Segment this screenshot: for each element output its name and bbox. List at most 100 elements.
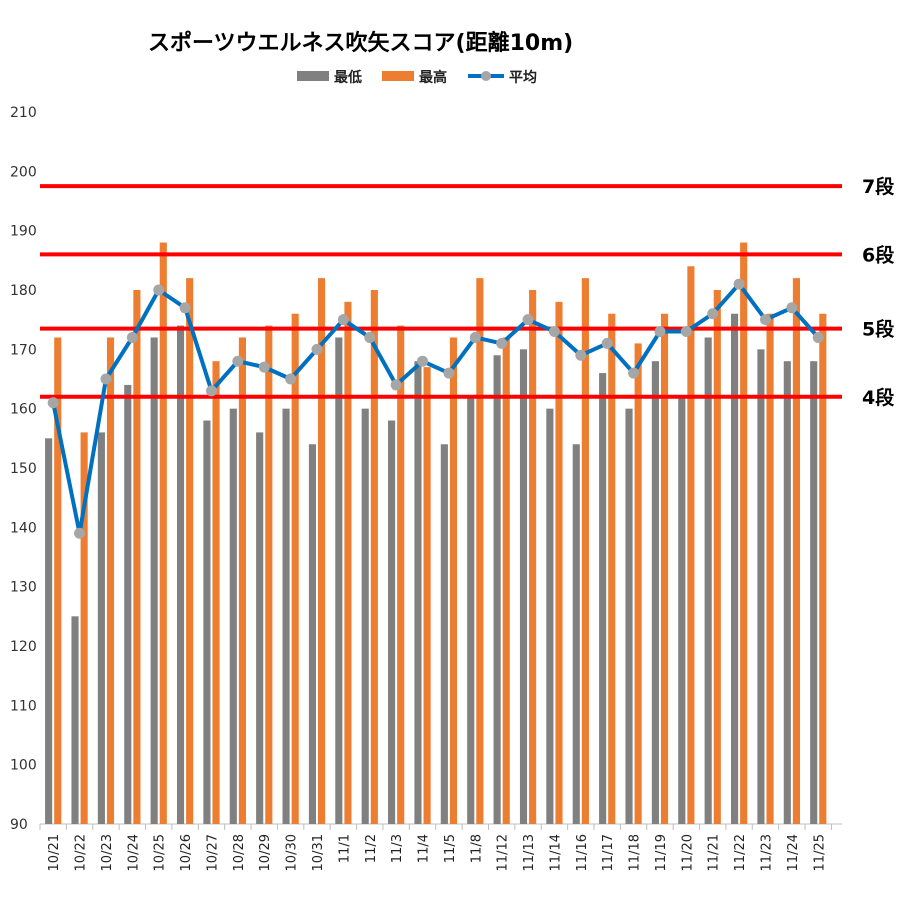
bar-min [599, 373, 607, 824]
bar-min [493, 355, 501, 824]
y-tick-label: 200 [10, 164, 37, 180]
legend-label-avg: 平均 [509, 69, 537, 86]
x-tick-label: 10/31 [311, 834, 326, 871]
bar-min [97, 432, 105, 824]
bar-max [766, 313, 774, 824]
bar-max [344, 301, 352, 824]
bar-max [265, 325, 273, 824]
reference-line-label: 4段 [862, 386, 895, 409]
x-tick-label: 10/27 [205, 834, 220, 871]
y-tick-label: 180 [10, 283, 37, 299]
bar-max [212, 361, 220, 824]
y-tick-label: 170 [10, 342, 37, 358]
bar-max [476, 278, 484, 825]
x-tick-label: 11/3 [390, 834, 405, 863]
bar-max [159, 242, 167, 825]
x-tick-label: 11/12 [496, 834, 511, 871]
avg-point [786, 302, 798, 314]
bar-min [519, 349, 528, 824]
bar-min [783, 361, 791, 824]
avg-point [548, 326, 560, 338]
avg-point [126, 331, 138, 343]
bar-max [291, 313, 299, 824]
x-tick-label: 10/26 [179, 834, 194, 871]
bar-max [397, 325, 405, 824]
avg-point [100, 373, 112, 385]
bar-min [546, 408, 554, 824]
bar-max [608, 313, 616, 824]
bar-min [388, 420, 396, 824]
bar-max [660, 313, 669, 824]
bar-min [440, 444, 448, 824]
bar-min [71, 616, 79, 824]
x-tick-label: 11/23 [759, 834, 774, 871]
avg-point [654, 326, 666, 338]
bar-min [45, 438, 53, 824]
bar-max [423, 367, 431, 824]
x-tick-label: 11/13 [522, 834, 537, 871]
bar-min [229, 408, 237, 824]
avg-point [733, 278, 745, 290]
avg-point [443, 367, 455, 379]
x-tick-label: 11/4 [417, 834, 432, 863]
avg-point [759, 314, 771, 326]
avg-point [364, 331, 376, 343]
x-tick-label: 11/18 [628, 834, 643, 871]
avg-point [47, 397, 59, 409]
bar-max [555, 301, 563, 824]
bar-max [80, 432, 88, 824]
y-tick-label: 210 [10, 105, 37, 121]
x-tick-label: 10/21 [47, 834, 62, 871]
bar-min [572, 444, 580, 824]
avg-point [74, 527, 86, 539]
bar-min [150, 337, 158, 824]
bar-max [581, 278, 589, 825]
bar-min [704, 337, 712, 824]
bar-min [810, 361, 818, 824]
x-tick-label: 11/5 [443, 834, 458, 863]
avg-point [601, 337, 613, 349]
bar-min [361, 408, 369, 824]
x-tick-label: 11/2 [364, 834, 379, 863]
avg-point [285, 373, 297, 385]
bar-max [133, 290, 141, 824]
y-tick-label: 160 [10, 402, 37, 418]
bar-min [757, 349, 765, 824]
x-tick-label: 11/19 [654, 834, 669, 871]
bar-max [502, 337, 510, 824]
bar-max [54, 337, 62, 824]
y-tick-label: 150 [10, 461, 37, 477]
avg-point [311, 343, 323, 355]
avg-point [153, 284, 165, 296]
reference-line-label: 5段 [862, 318, 895, 341]
reference-line-label: 7段 [862, 175, 895, 198]
y-tick-label: 130 [10, 580, 37, 596]
legend-swatch-max [382, 71, 414, 81]
avg-point [628, 367, 640, 379]
bar-max [740, 242, 748, 825]
avg-point [232, 355, 244, 367]
legend-swatch-avg-marker [481, 71, 491, 81]
y-tick-label: 190 [10, 224, 37, 240]
x-tick-label: 11/22 [733, 834, 748, 871]
x-tick-label: 11/1 [337, 834, 352, 863]
avg-point [680, 326, 692, 338]
avg-point [469, 331, 481, 343]
avg-line [51, 282, 820, 536]
legend-label-min: 最低 [334, 69, 362, 86]
bar-min [176, 325, 185, 824]
x-tick-label: 10/30 [285, 834, 300, 871]
bar-max [819, 313, 827, 824]
bar-max [106, 337, 115, 824]
bar-max [634, 343, 642, 824]
x-tick-label: 10/25 [153, 834, 168, 871]
legend-label-max: 最高 [419, 69, 447, 86]
bar-min [730, 313, 739, 824]
bar-min [256, 432, 264, 824]
bar-max [687, 266, 695, 824]
bar-max [449, 337, 458, 824]
bar-max [529, 290, 537, 824]
avg-point [337, 314, 349, 326]
x-tick-label: 10/24 [126, 834, 141, 871]
avg-point [812, 331, 824, 343]
